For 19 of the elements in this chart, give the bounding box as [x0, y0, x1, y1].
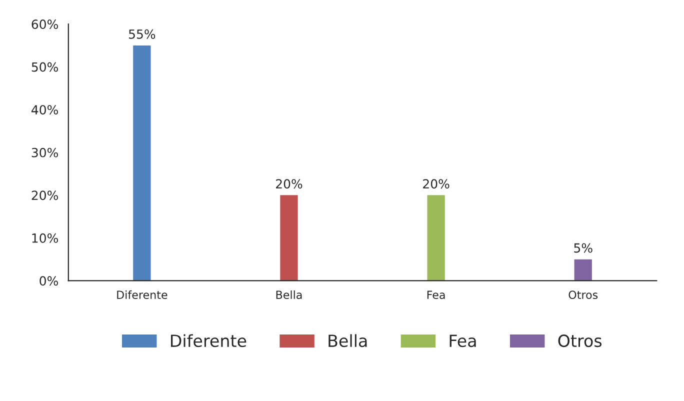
x-tick-label: Bella [276, 290, 302, 300]
x-tick-label: Otros [568, 290, 598, 300]
x-tick-label: Diferente [117, 290, 168, 300]
data-label: 55% [129, 29, 156, 39]
legend-label: Fea [450, 334, 476, 348]
data-label: 20% [276, 179, 302, 189]
data-label: 20% [423, 179, 450, 189]
data-label: 5% [574, 243, 592, 253]
y-tick-label: 40% [32, 105, 58, 115]
y-tick-label: 20% [32, 190, 58, 200]
y-tick-label: 50% [32, 62, 58, 72]
y-tick-label: 30% [32, 148, 58, 158]
y-tick-label: 60% [32, 20, 58, 29]
x-tick-label: Fea [427, 290, 445, 300]
legend-label: Bella [328, 334, 367, 348]
legend-label: Otros [558, 334, 602, 348]
legend-label: Diferente [171, 334, 246, 348]
y-tick-label: 0% [40, 276, 58, 286]
y-tick-label: 10% [32, 233, 58, 243]
